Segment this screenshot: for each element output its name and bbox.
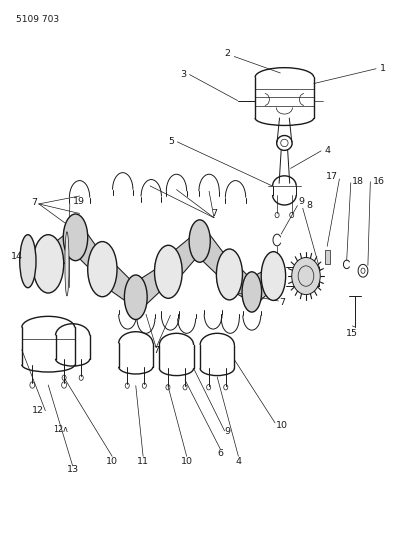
Text: 15: 15 <box>346 329 357 338</box>
Polygon shape <box>97 257 139 305</box>
Polygon shape <box>162 233 204 283</box>
Text: 14: 14 <box>11 253 22 262</box>
Text: 8: 8 <box>305 201 311 210</box>
Text: 3: 3 <box>179 70 185 79</box>
Text: 10: 10 <box>106 457 118 466</box>
Text: 11: 11 <box>137 457 149 466</box>
Text: 4: 4 <box>235 457 241 466</box>
Ellipse shape <box>20 235 36 288</box>
Ellipse shape <box>124 275 147 319</box>
Circle shape <box>297 266 313 286</box>
Text: 9: 9 <box>224 427 230 437</box>
Circle shape <box>291 257 319 295</box>
Text: 4: 4 <box>324 147 330 156</box>
Text: 12: 12 <box>31 406 44 415</box>
Text: 13: 13 <box>66 465 79 473</box>
Polygon shape <box>130 263 172 309</box>
Text: 6: 6 <box>217 449 223 458</box>
Text: 18: 18 <box>352 177 364 186</box>
Ellipse shape <box>33 235 63 293</box>
Text: 10: 10 <box>180 457 192 466</box>
Ellipse shape <box>189 220 210 262</box>
Text: 7: 7 <box>31 198 37 207</box>
Ellipse shape <box>154 245 182 298</box>
Text: 17: 17 <box>325 172 337 181</box>
Text: 5: 5 <box>168 138 174 147</box>
Text: 2: 2 <box>224 50 230 59</box>
Text: 10: 10 <box>276 421 288 430</box>
Text: 19: 19 <box>72 197 84 206</box>
Polygon shape <box>192 231 234 282</box>
Ellipse shape <box>88 241 117 297</box>
Polygon shape <box>223 263 255 300</box>
Text: 7: 7 <box>153 346 159 355</box>
Text: 7: 7 <box>279 298 284 307</box>
Ellipse shape <box>65 232 69 296</box>
FancyBboxPatch shape <box>324 249 329 264</box>
Ellipse shape <box>63 214 88 261</box>
Text: 12ʌ: 12ʌ <box>54 425 68 434</box>
Polygon shape <box>68 227 107 276</box>
Ellipse shape <box>216 249 242 300</box>
Polygon shape <box>246 268 276 304</box>
Ellipse shape <box>241 272 261 312</box>
Text: 1: 1 <box>379 64 385 73</box>
Text: 16: 16 <box>372 177 384 186</box>
Text: 7: 7 <box>211 209 216 218</box>
Polygon shape <box>42 230 80 275</box>
Ellipse shape <box>261 252 285 301</box>
Text: 9: 9 <box>297 197 303 206</box>
Text: 5109 703: 5109 703 <box>16 14 58 23</box>
